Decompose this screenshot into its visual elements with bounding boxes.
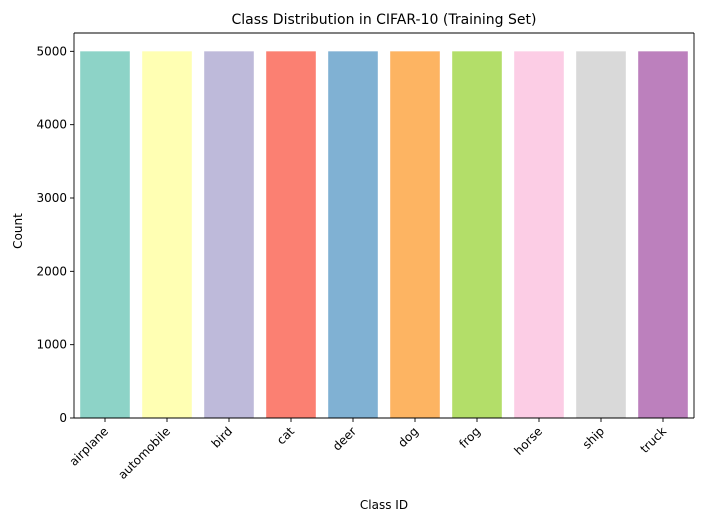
bar-airplane — [80, 51, 130, 418]
x-axis-label: Class ID — [360, 498, 408, 512]
bars-layer — [80, 51, 688, 418]
x-tick-label-airplane: airplane — [67, 424, 111, 468]
y-axis-label: Count — [11, 213, 25, 249]
bar-cat — [266, 51, 316, 418]
x-tick-label-bird: bird — [209, 424, 235, 450]
x-tick-label-ship: ship — [580, 424, 607, 451]
bar-bird — [204, 51, 254, 418]
y-tick-label-2000: 2000 — [36, 264, 67, 278]
bar-ship — [576, 51, 626, 418]
bar-frog — [452, 51, 502, 418]
bar-truck — [638, 51, 688, 418]
bar-horse — [514, 51, 564, 418]
bar-deer — [328, 51, 378, 418]
x-tick-label-truck: truck — [637, 424, 669, 456]
y-tick-label-1000: 1000 — [36, 338, 67, 352]
x-tick-label-cat: cat — [274, 424, 297, 447]
x-tick-label-dog: dog — [395, 424, 421, 450]
x-ticks: airplane automobile bird cat deer dog frog hors… — [67, 418, 669, 482]
chart-title: Class Distribution in CIFAR-10 (Training… — [232, 12, 537, 28]
y-tick-label-3000: 3000 — [36, 191, 67, 205]
axes-layer — [73, 32, 695, 419]
x-tick-label-deer: deer — [330, 424, 359, 453]
x-tick-label-horse: horse — [512, 424, 546, 458]
y-tick-label-0: 0 — [59, 411, 67, 425]
x-tick-label-frog: frog — [456, 424, 483, 451]
x-tick-label-automobile: automobile — [115, 424, 173, 482]
y-tick-label-4000: 4000 — [36, 118, 67, 132]
y-ticks: 0 1000 2000 3000 4000 5000 — [36, 44, 74, 425]
y-tick-label-5000: 5000 — [36, 44, 67, 58]
bar-automobile — [142, 51, 192, 418]
bar-dog — [390, 51, 440, 418]
